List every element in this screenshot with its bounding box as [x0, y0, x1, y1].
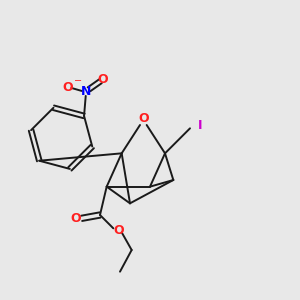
Text: O: O [138, 112, 148, 125]
Text: O: O [113, 224, 124, 238]
Text: O: O [62, 81, 73, 94]
Text: −: − [74, 76, 82, 85]
Text: I: I [198, 119, 202, 132]
Text: O: O [98, 73, 108, 86]
Text: N: N [80, 85, 91, 98]
Text: O: O [70, 212, 81, 225]
